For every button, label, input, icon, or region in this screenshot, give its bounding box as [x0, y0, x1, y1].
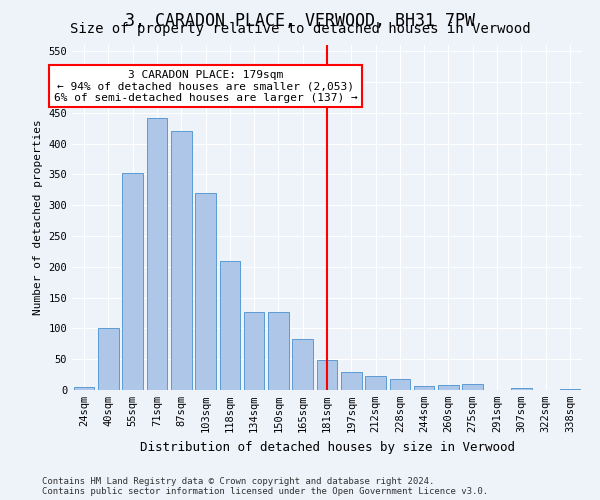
Bar	[195, 193, 216, 390]
Bar	[438, 385, 459, 390]
Bar	[122, 172, 143, 390]
Bar	[511, 388, 532, 390]
Bar	[171, 131, 191, 390]
Bar	[292, 339, 313, 390]
Text: 3, CARADON PLACE, VERWOOD, BH31 7PW: 3, CARADON PLACE, VERWOOD, BH31 7PW	[125, 12, 475, 30]
Bar	[341, 372, 362, 390]
Text: Size of property relative to detached houses in Verwood: Size of property relative to detached ho…	[70, 22, 530, 36]
Bar	[365, 376, 386, 390]
Bar	[268, 312, 289, 390]
Bar	[220, 260, 240, 390]
Bar	[389, 379, 410, 390]
X-axis label: Distribution of detached houses by size in Verwood: Distribution of detached houses by size …	[139, 440, 515, 454]
Text: 3 CARADON PLACE: 179sqm
← 94% of detached houses are smaller (2,053)
6% of semi-: 3 CARADON PLACE: 179sqm ← 94% of detache…	[53, 70, 358, 103]
Bar	[146, 118, 167, 390]
Y-axis label: Number of detached properties: Number of detached properties	[33, 120, 43, 316]
Bar	[414, 386, 434, 390]
Text: Contains HM Land Registry data © Crown copyright and database right 2024.
Contai: Contains HM Land Registry data © Crown c…	[42, 476, 488, 496]
Bar	[317, 360, 337, 390]
Bar	[244, 312, 265, 390]
Bar	[74, 387, 94, 390]
Bar	[463, 384, 483, 390]
Bar	[98, 328, 119, 390]
